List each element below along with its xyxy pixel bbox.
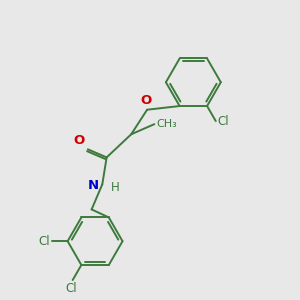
Text: N: N [88,179,99,192]
Text: Cl: Cl [217,115,229,128]
Text: Cl: Cl [39,235,50,248]
Text: CH₃: CH₃ [157,119,177,129]
Text: O: O [140,94,151,107]
Text: H: H [111,181,120,194]
Text: O: O [73,134,84,147]
Text: Cl: Cl [65,282,77,295]
